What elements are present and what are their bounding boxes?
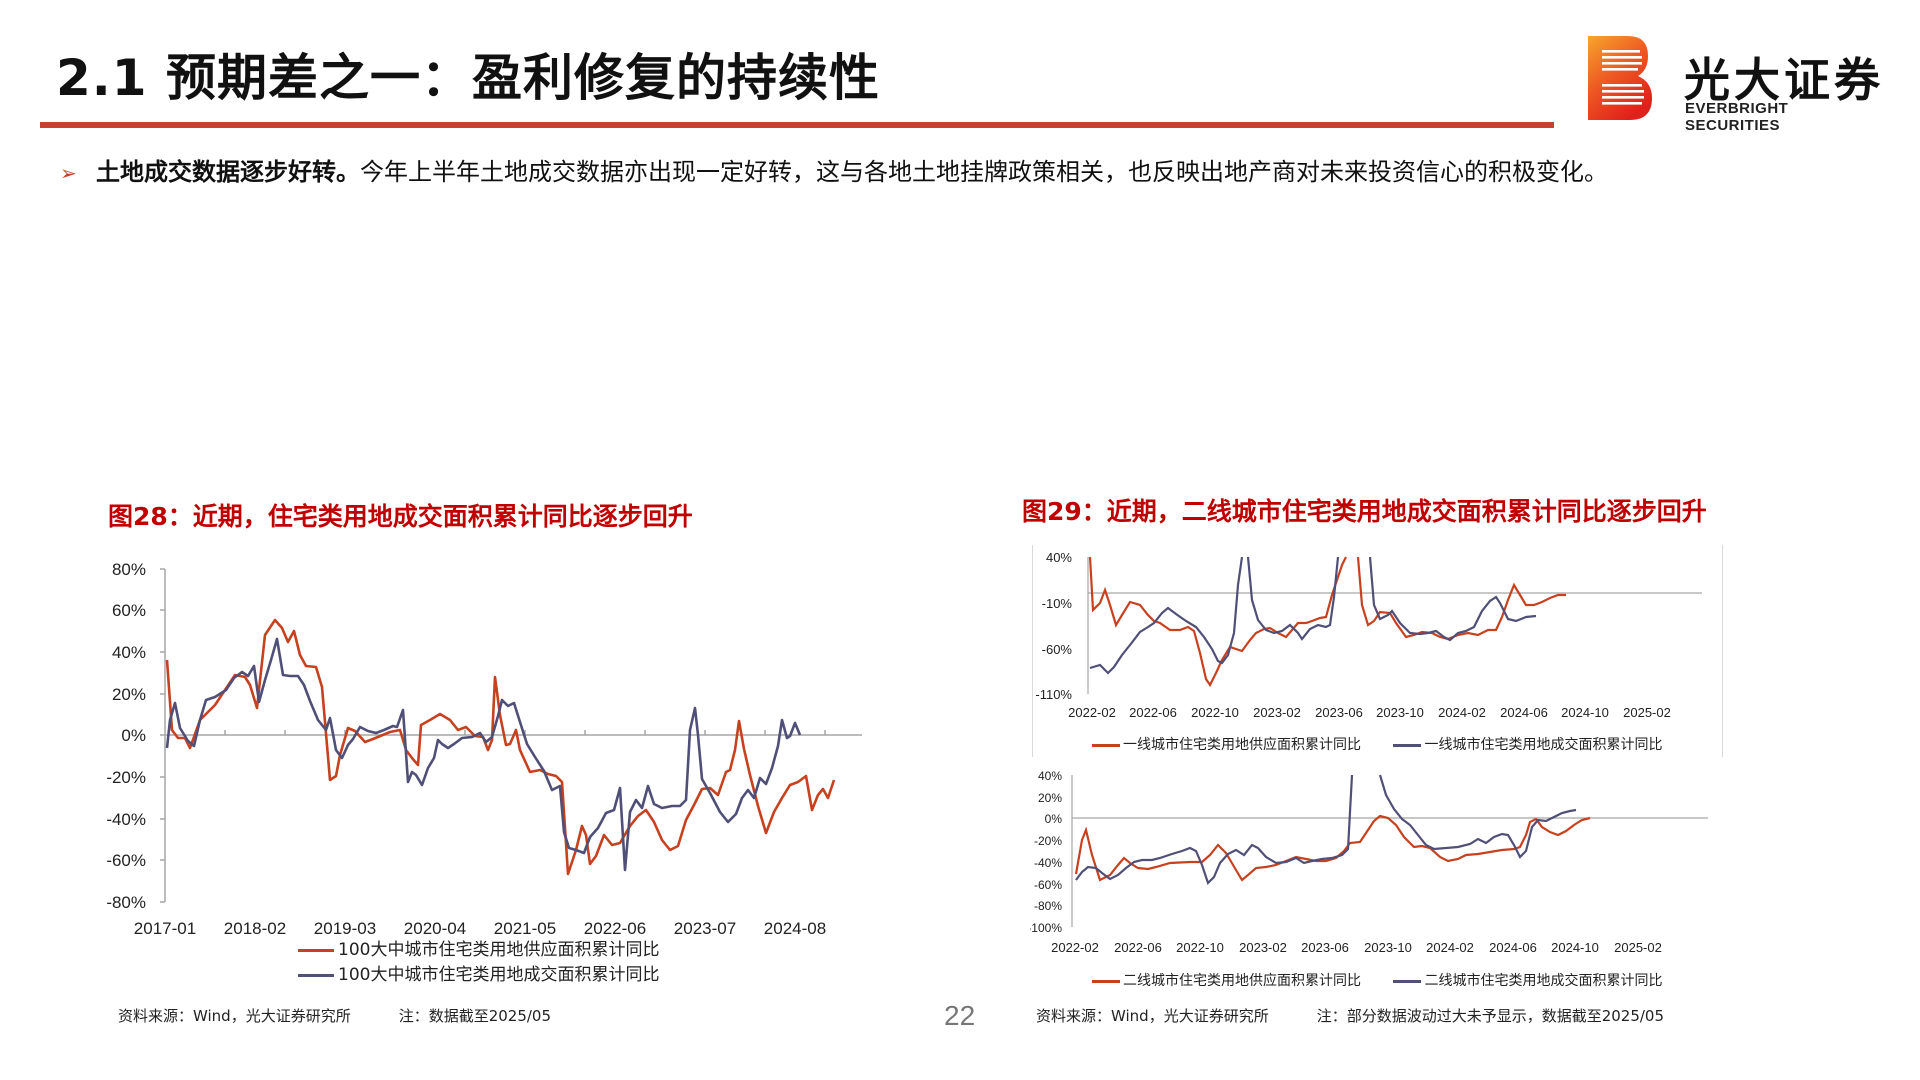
figure28-legend-supply: 100大中城市住宅类用地供应面积累计同比 bbox=[298, 935, 659, 960]
y-tick: 20% bbox=[1038, 791, 1062, 805]
x-tick: 2023-02 bbox=[1253, 705, 1301, 720]
logo-chinese-name: 光大证券 bbox=[1684, 53, 1884, 107]
figure28-chart: 80% 60% 40% 20% 0% -20% -40% -60% -80% 2… bbox=[106, 560, 862, 938]
y-tick: -20% bbox=[1034, 834, 1062, 848]
figure29-source: 资料来源：Wind，光大证券研究所 注：部分数据波动过大未予显示，数据截至2025… bbox=[1036, 1007, 1665, 1025]
x-tick: 2024-02 bbox=[1426, 940, 1474, 955]
legend-swatch bbox=[298, 948, 334, 952]
y-tick: -110% bbox=[1035, 687, 1072, 702]
x-tick: 2022-06 bbox=[1114, 940, 1162, 955]
x-tick: 2024-08 bbox=[764, 919, 826, 938]
figure28-legend-deal: 100大中城市住宅类用地成交面积累计同比 bbox=[298, 960, 659, 985]
tier1-supply-line-2 bbox=[1356, 556, 1566, 641]
tier1-deal-line-3 bbox=[1368, 556, 1537, 642]
x-tick: 2022-06 bbox=[584, 919, 646, 938]
x-tick: 2025-02 bbox=[1614, 940, 1662, 955]
figure29a-legend: 一线城市住宅类用地供应面积累计同比 一线城市住宅类用地成交面积累计同比 bbox=[1092, 734, 1690, 754]
x-tick: 2023-10 bbox=[1364, 940, 1412, 955]
x-tick: 2021-05 bbox=[494, 919, 556, 938]
y-tick: -60% bbox=[1034, 878, 1062, 892]
logo-english-name: EVERBRIGHT SECURITIES bbox=[1685, 100, 1789, 134]
x-tick: 2023-06 bbox=[1315, 705, 1363, 720]
bullet-point: ➢ 土地成交数据逐步好转。今年上半年土地成交数据亦出现一定好转，这与各地土地挂牌政… bbox=[60, 152, 1608, 187]
x-tick: 2020-04 bbox=[404, 919, 466, 938]
y-tick: 0% bbox=[121, 726, 146, 745]
deal-series-line bbox=[165, 637, 802, 872]
y-tick: -10% bbox=[1042, 596, 1073, 611]
y-tick: 20% bbox=[112, 685, 146, 704]
figure29b-legend: 二线城市住宅类用地供应面积累计同比 二线城市住宅类用地成交面积累计同比 bbox=[1092, 970, 1690, 990]
page-number: 22 bbox=[944, 1000, 976, 1031]
x-tick: 2024-10 bbox=[1561, 705, 1609, 720]
x-tick: 2024-02 bbox=[1438, 705, 1486, 720]
tier1-supply-line bbox=[1088, 556, 1347, 688]
y-tick: 40% bbox=[1038, 769, 1062, 783]
figure28-source: 资料来源：Wind，光大证券研究所 注：数据截至2025/05 bbox=[118, 1007, 552, 1025]
y-tick: -80% bbox=[106, 893, 146, 912]
x-tick: 2017-01 bbox=[134, 919, 196, 938]
x-tick: 2023-07 bbox=[674, 919, 736, 938]
figure28-title: 图28：近期，住宅类用地成交面积累计同比逐步回升 bbox=[108, 502, 693, 531]
tier1-deal-line bbox=[1089, 556, 1244, 675]
y-tick: 40% bbox=[112, 643, 146, 662]
figure29-title: 图29：近期，二线城市住宅类用地成交面积累计同比逐步回升 bbox=[1022, 497, 1707, 526]
page-title: 2.1 预期差之一：盈利修复的持续性 bbox=[56, 49, 880, 107]
y-tick: 60% bbox=[112, 601, 146, 620]
chart-frame-right bbox=[1722, 545, 1723, 757]
x-tick: 2023-02 bbox=[1239, 940, 1287, 955]
figure29a-chart: 40% -10% -60% -110% 2022-02 2022-06 2022… bbox=[1035, 550, 1702, 720]
x-tick: 2022-06 bbox=[1129, 705, 1177, 720]
y-tick: -80% bbox=[1034, 899, 1062, 913]
x-tick: 2025-02 bbox=[1623, 705, 1671, 720]
x-tick: 2023-06 bbox=[1301, 940, 1349, 955]
x-tick: 2024-10 bbox=[1551, 940, 1599, 955]
legend-item-tier1-supply: 一线城市住宅类用地供应面积累计同比 bbox=[1092, 734, 1361, 754]
y-tick: 80% bbox=[112, 560, 146, 579]
bullet-text: 今年上半年土地成交数据亦出现一定好转，这与各地土地挂牌政策相关，也反映出地产商对… bbox=[360, 158, 1608, 186]
x-tick: 2022-02 bbox=[1068, 705, 1116, 720]
y-tick: -40% bbox=[1034, 856, 1062, 870]
y-tick: -60% bbox=[106, 851, 146, 870]
everbright-logo: 光大证券 EVERBRIGHT SECURITIES bbox=[1588, 36, 1888, 134]
tier1-deal-line-2 bbox=[1246, 556, 1340, 641]
y-tick: 0% bbox=[1045, 812, 1063, 826]
x-tick: 2024-06 bbox=[1489, 940, 1537, 955]
chart-frame-left bbox=[1032, 545, 1033, 757]
header-rule bbox=[40, 122, 1554, 128]
x-tick: 2018-02 bbox=[224, 919, 286, 938]
x-tick: 2022-10 bbox=[1191, 705, 1239, 720]
x-tick: 2023-10 bbox=[1376, 705, 1424, 720]
y-tick: -40% bbox=[106, 810, 146, 829]
legend-item-tier1-deal: 一线城市住宅类用地成交面积累计同比 bbox=[1393, 734, 1662, 754]
everbright-b-logo-icon bbox=[1588, 36, 1652, 120]
y-tick: -60% bbox=[1042, 642, 1073, 657]
y-tick: -20% bbox=[106, 768, 146, 787]
y-tick: -100% bbox=[1030, 921, 1062, 935]
x-tick: 2024-06 bbox=[1500, 705, 1548, 720]
x-tick: 2022-02 bbox=[1051, 940, 1099, 955]
x-tick: 2019-03 bbox=[314, 919, 376, 938]
legend-item-tier2-supply: 二线城市住宅类用地供应面积累计同比 bbox=[1092, 970, 1361, 990]
y-tick: 40% bbox=[1046, 550, 1072, 565]
tier2-supply-line bbox=[1074, 814, 1591, 882]
legend-item-tier2-deal: 二线城市住宅类用地成交面积累计同比 bbox=[1393, 970, 1662, 990]
bullet-heading: 土地成交数据逐步好转。 bbox=[96, 158, 360, 186]
tier2-deal-line bbox=[1075, 774, 1354, 886]
tier2-deal-line-2 bbox=[1378, 774, 1577, 859]
triangle-arrow-icon: ➢ bbox=[60, 161, 77, 185]
figure29b-chart: 40% 20% 0% -20% -40% -60% -80% -100% 202… bbox=[1030, 769, 1708, 955]
supply-series-line bbox=[165, 618, 836, 876]
legend-swatch bbox=[298, 973, 334, 977]
x-tick: 2022-10 bbox=[1176, 940, 1224, 955]
